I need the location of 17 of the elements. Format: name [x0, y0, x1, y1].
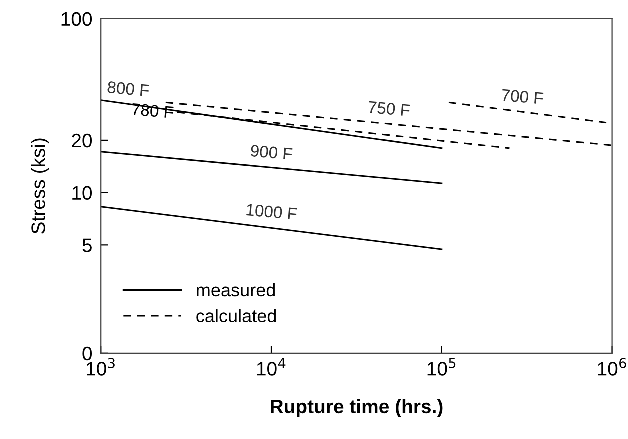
y-tick-label: 5	[82, 238, 92, 252]
y-tick-label: 10	[72, 186, 92, 200]
series-label: 900 F	[250, 144, 293, 160]
series-label: 700 F	[502, 89, 544, 105]
y-tick-label: 0	[82, 346, 92, 361]
x-tick-label: 10$^{5}$	[428, 358, 456, 376]
series-label: 1000 F	[246, 204, 298, 220]
series-label: 800 F	[107, 81, 150, 97]
x-tick-label: 10$^{6}$	[598, 358, 626, 376]
y-axis-title: Stress (ksi)	[31, 138, 50, 234]
x-axis-title: Rupture time (hrs.)	[271, 399, 443, 418]
series-label: 750 F	[368, 101, 410, 117]
x-tick-label: 10$^{4}$	[257, 358, 286, 376]
y-tick-label: 20	[72, 134, 92, 148]
y-tick-label: 100	[62, 12, 92, 26]
annotation: calculated	[196, 309, 276, 323]
annotation: measured	[197, 283, 276, 297]
